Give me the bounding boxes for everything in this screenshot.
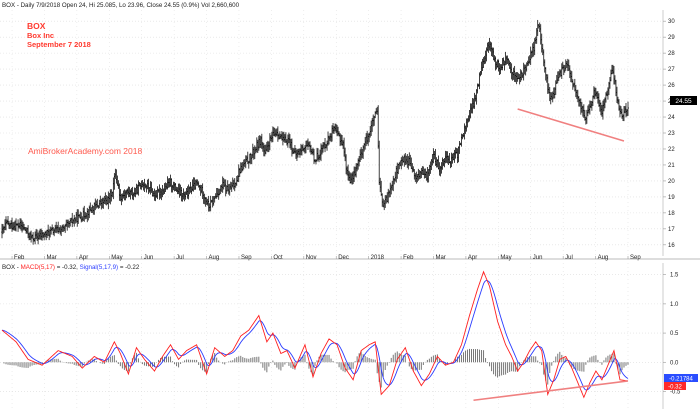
price-bars: [1, 19, 629, 245]
last-price-box: [670, 96, 697, 105]
x-tick-label: Jul: [565, 255, 573, 261]
macd-y-tick-label: 0.5: [670, 331, 679, 337]
macd-legend: BOX - MACD(5,17) = -0.32, Signal(5,17,9)…: [2, 264, 140, 271]
macd-histogram: [3, 348, 629, 388]
x-axis: Feb Mar Apr May Jun Jul Aug Sep Oct Nov Dec 2018 Feb…: [11, 255, 641, 261]
signal-line: [1, 280, 629, 391]
header-sep: -: [17, 2, 21, 9]
macd-legend-signal-value: = -0.22: [120, 264, 140, 271]
price-y-axis: 161718192021222324252627282930: [663, 19, 675, 249]
x-tick-label: Mar: [46, 255, 56, 261]
date-label: September 7 2018: [27, 40, 91, 49]
price-y-tick-label: 19: [668, 195, 675, 201]
price-y-tick-label: 24: [668, 115, 675, 121]
x-tick-label: Jul: [176, 255, 184, 261]
company-label: Box Inc: [27, 31, 54, 40]
x-tick-label: Apr: [79, 255, 88, 261]
macd-divergence-trendline: [473, 380, 629, 402]
price-y-tick-label: 18: [668, 211, 675, 217]
price-y-tick-label: 17: [668, 227, 675, 233]
trendlines: [473, 108, 629, 402]
macd-tag-value: -0.32: [668, 385, 682, 391]
price-y-tick-label: 21: [668, 163, 675, 169]
x-tick-label: Oct: [273, 255, 283, 261]
macd-tag-box: [664, 382, 686, 390]
price-y-tick-label: 30: [668, 19, 675, 25]
x-tick-label: Jun: [533, 255, 543, 261]
x-tick-label: 2018: [371, 255, 385, 261]
price-y-tick-label: 29: [668, 35, 675, 41]
price-y-tick-label: 26: [668, 83, 675, 89]
macd-y-tick-label: 1.5: [670, 273, 679, 279]
macd-legend-prefix: BOX -: [2, 264, 21, 271]
macd-lines: [1, 270, 629, 399]
macd-legend-macd-value: = -0.32,: [57, 264, 80, 271]
macd-y-axis: -0.5 0.0 0.5 1.0 1.5: [663, 273, 681, 395]
macd-y-tick-label: 1.0: [670, 302, 679, 308]
price-y-tick-label: 16: [668, 243, 675, 249]
price-divergence-trendline: [517, 108, 625, 142]
price-y-tick-label: 20: [668, 179, 675, 185]
x-tick-label: May: [111, 255, 122, 261]
price-y-tick-label: 27: [668, 67, 675, 73]
symbol-label: BOX: [27, 21, 46, 31]
macd-legend-macd-label: MACD(5,17): [21, 264, 55, 271]
macd-y-tick-label: -0.5: [670, 389, 681, 395]
x-tick-label: Feb: [403, 255, 414, 261]
price-y-tick-label: 22: [668, 147, 675, 153]
last-price-value: 24.55: [675, 98, 692, 105]
x-tick-label: Feb: [14, 255, 25, 261]
x-tick-label: Sep: [241, 255, 252, 261]
macd-legend-signal-label: Signal(5,17,9): [80, 264, 119, 271]
x-tick-label: Aug: [598, 255, 609, 261]
x-tick-label: Sep: [630, 255, 641, 261]
last-price-tag: 24.55: [670, 96, 697, 105]
header-details: Daily 7/9/2018 Open 24, Hi 25.085, Lo 23…: [21, 2, 240, 9]
watermark-label: AmiBrokerAcademy.com 2018: [28, 146, 142, 156]
x-tick-label: Dec: [338, 255, 349, 261]
x-tick-label: Jun: [144, 255, 154, 261]
x-tick-label: Apr: [468, 255, 477, 261]
x-tick-label: May: [500, 255, 511, 261]
x-tick-label: Nov: [306, 255, 317, 261]
macd-pane: [0, 263, 663, 409]
header-symbol: BOX: [2, 2, 15, 9]
chart-header: BOX - Daily 7/9/2018 Open 24, Hi 25.085,…: [2, 2, 240, 9]
x-tick-label: Aug: [209, 255, 220, 261]
price-y-tick-label: 23: [668, 131, 675, 137]
price-y-tick-label: 28: [668, 51, 675, 57]
x-tick-label: Mar: [435, 255, 445, 261]
macd-line: [1, 270, 629, 399]
signal-tag-box: [664, 374, 698, 382]
signal-tag-value: -0.21784: [669, 377, 693, 383]
macd-value-tags: -0.21784 -0.32: [664, 374, 698, 391]
ohlc-bar: [627, 101, 629, 116]
macd-y-tick-label: 0.0: [670, 360, 679, 366]
